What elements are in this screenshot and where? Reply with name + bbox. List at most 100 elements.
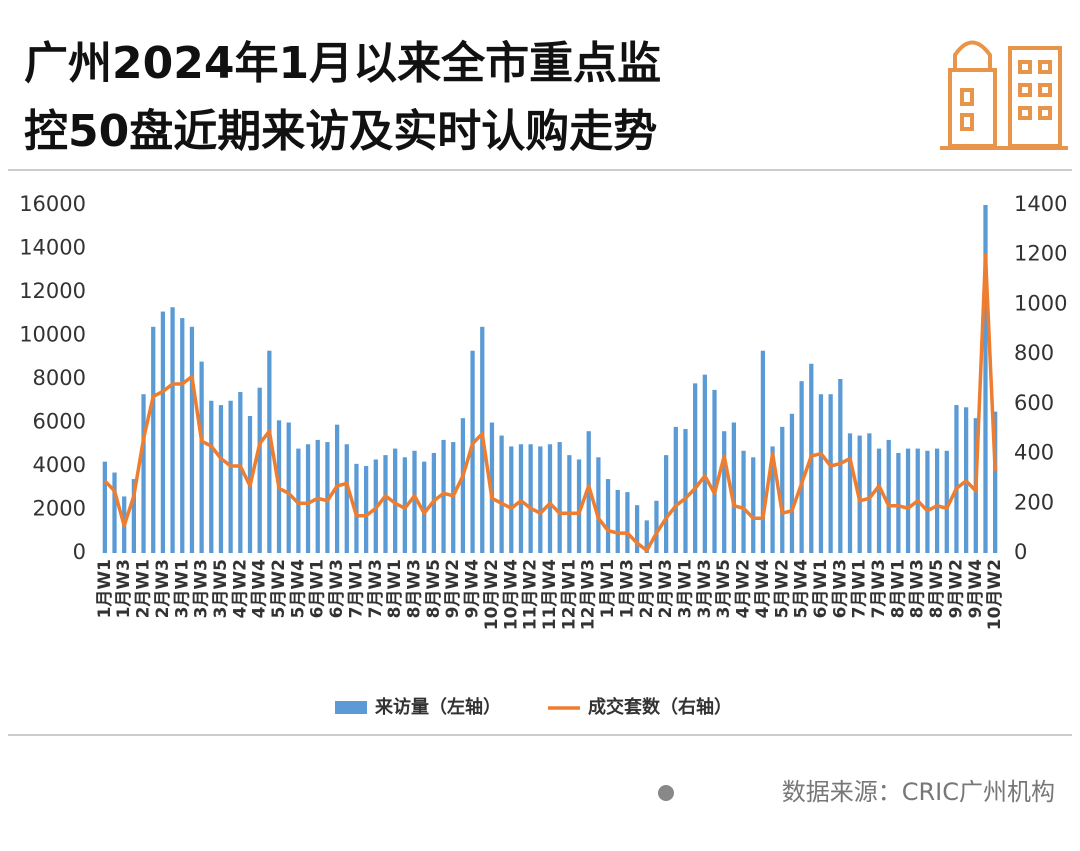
bar xyxy=(393,448,398,553)
bar xyxy=(770,446,775,553)
bar xyxy=(547,444,553,553)
x-tick-label: 1月W3 xyxy=(114,559,134,618)
x-tick-label: 2月W1 xyxy=(134,559,154,618)
x-tick-label: 5月W4 xyxy=(288,559,308,619)
bar xyxy=(160,311,166,553)
y-tick-label: 10000 xyxy=(19,323,86,347)
legend-label: 成交套数（右轴） xyxy=(588,696,732,718)
bar xyxy=(325,442,330,553)
y-tick-label: 6000 xyxy=(33,410,86,434)
bar xyxy=(576,459,582,553)
bar xyxy=(693,383,698,553)
x-tick-label: 9月W4 xyxy=(966,559,986,619)
bar xyxy=(538,446,543,553)
bar xyxy=(673,426,678,553)
bar xyxy=(654,500,659,553)
bar xyxy=(518,444,524,553)
bar xyxy=(557,442,562,553)
bar xyxy=(818,394,824,553)
legend-swatch xyxy=(335,701,367,714)
x-tick-label: 3月W5 xyxy=(714,559,734,618)
bar xyxy=(441,439,446,553)
x-tick-label: 1月W1 xyxy=(598,559,618,618)
x-tick-label: 1月W3 xyxy=(617,559,637,618)
bar xyxy=(131,479,136,553)
bar xyxy=(789,413,795,553)
x-tick-label: 5月W4 xyxy=(792,559,812,619)
bar xyxy=(731,422,736,553)
x-tick-label: 8月W5 xyxy=(424,559,444,618)
bar xyxy=(199,361,204,553)
x-tick-label: 3月W1 xyxy=(172,559,192,618)
bar xyxy=(267,350,272,553)
bar xyxy=(741,450,746,553)
x-tick-label: 8月W1 xyxy=(888,559,908,618)
y2-tick-label: 400 xyxy=(1014,441,1054,465)
bar xyxy=(460,418,466,553)
bar xyxy=(305,444,311,553)
y2-tick-label: 1000 xyxy=(1014,291,1067,315)
bar xyxy=(228,400,233,553)
x-tick-label: 6月W3 xyxy=(327,559,347,618)
legend-label: 来访量（左轴） xyxy=(374,696,501,718)
bar xyxy=(364,466,369,553)
y-tick-label: 12000 xyxy=(19,279,86,303)
x-tick-label: 3月W5 xyxy=(211,559,231,618)
bar xyxy=(702,374,707,553)
x-tick-label: 8月W3 xyxy=(405,559,425,618)
bar xyxy=(799,381,804,553)
x-tick-label: 7月W1 xyxy=(346,559,366,618)
bar xyxy=(867,433,872,553)
x-tick-label: 11月W2 xyxy=(521,559,541,630)
x-tick-label: 7月W1 xyxy=(850,559,870,618)
bar xyxy=(218,405,224,553)
bar xyxy=(751,457,756,553)
bar xyxy=(499,435,504,553)
bar xyxy=(683,429,688,553)
chart-title: 广州2024年1月以来全市重点监 xyxy=(24,38,661,89)
x-tick-label: 6月W1 xyxy=(308,559,328,618)
bar xyxy=(470,350,475,553)
x-tick-label: 2月W3 xyxy=(656,559,676,618)
bar xyxy=(209,400,214,553)
x-tick-label: 3月W1 xyxy=(675,559,695,618)
bar xyxy=(886,439,891,553)
bar xyxy=(712,389,717,553)
bar xyxy=(422,461,427,553)
bar xyxy=(847,433,853,553)
y-tick-label: 4000 xyxy=(33,453,86,477)
bar xyxy=(722,431,727,553)
x-tick-label: 2月W3 xyxy=(153,559,173,618)
x-tick-label: 9月W4 xyxy=(463,559,483,619)
bar xyxy=(412,450,417,553)
x-tick-label: 10月W2 xyxy=(482,559,502,630)
x-tick-label: 5月W2 xyxy=(269,559,289,618)
source: 数据来源：CRIC广州机构 xyxy=(782,778,1055,806)
bar xyxy=(257,387,262,553)
x-tick-label: 7月W3 xyxy=(869,559,889,618)
bar xyxy=(925,450,930,553)
bar xyxy=(151,326,156,553)
x-tick-label: 8月W3 xyxy=(908,559,928,618)
x-tick-label: 4月W2 xyxy=(230,559,250,618)
x-tick-label: 9月W2 xyxy=(946,559,966,618)
bar xyxy=(634,505,640,553)
bar xyxy=(828,394,833,553)
bar xyxy=(934,448,940,553)
bar xyxy=(509,446,514,553)
x-tick-label: 6月W1 xyxy=(811,559,831,618)
x-tick-label: 10月W2 xyxy=(985,559,1005,630)
bar xyxy=(189,326,195,553)
bar xyxy=(112,472,117,553)
x-tick-label: 3月W3 xyxy=(192,559,212,618)
y2-tick-label: 0 xyxy=(1014,540,1027,564)
x-tick-label: 6月W3 xyxy=(830,559,850,618)
bar xyxy=(170,307,175,553)
x-tick-label: 8月W5 xyxy=(927,559,947,618)
x-tick-label: 5月W2 xyxy=(772,559,792,618)
bar xyxy=(615,489,620,553)
y-tick-label: 8000 xyxy=(33,366,86,390)
x-tick-label: 4月W2 xyxy=(734,559,754,618)
x-tick-label: 3月W3 xyxy=(695,559,715,618)
bar xyxy=(344,444,349,553)
